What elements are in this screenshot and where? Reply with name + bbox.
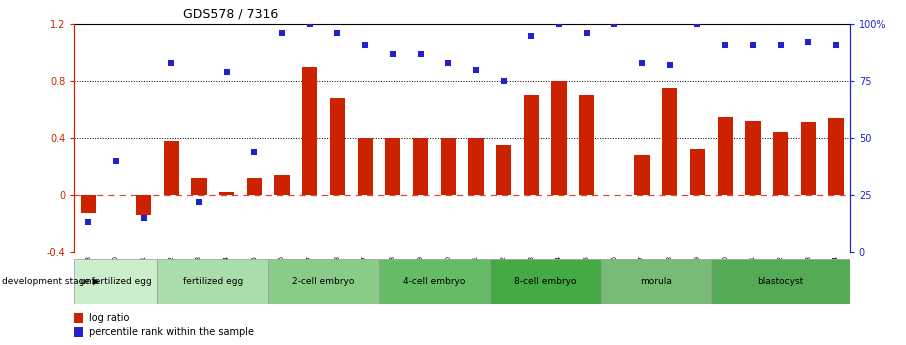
Text: percentile rank within the sample: percentile rank within the sample — [89, 327, 254, 337]
Bar — [74, 313, 83, 323]
Bar — [191, 178, 207, 195]
Point — [330, 30, 344, 36]
Point — [247, 149, 262, 155]
Bar — [164, 141, 178, 195]
Text: log ratio: log ratio — [89, 313, 129, 323]
Point — [303, 21, 317, 27]
Point — [690, 21, 705, 27]
Bar — [275, 175, 290, 195]
Bar — [302, 67, 317, 195]
Point — [829, 42, 843, 47]
Bar — [828, 118, 843, 195]
Bar — [158, 259, 268, 304]
Point — [801, 40, 815, 45]
Text: GDS578 / 7316: GDS578 / 7316 — [183, 8, 278, 21]
Bar — [358, 138, 372, 195]
Point — [662, 62, 677, 68]
Bar — [496, 145, 511, 195]
Bar — [468, 138, 484, 195]
Point — [607, 21, 622, 27]
Point — [774, 42, 788, 47]
Point — [441, 60, 456, 66]
Point — [109, 158, 123, 164]
Point — [635, 60, 650, 66]
Bar — [524, 95, 539, 195]
Bar — [379, 259, 490, 304]
Point — [136, 215, 150, 220]
Bar — [136, 195, 151, 215]
Bar — [689, 149, 705, 195]
Point — [552, 21, 566, 27]
Bar — [711, 259, 850, 304]
Point — [164, 60, 178, 66]
Bar — [662, 88, 678, 195]
Bar — [579, 95, 594, 195]
Point — [358, 42, 372, 47]
Bar — [601, 259, 711, 304]
Point — [386, 51, 400, 57]
Text: unfertilized egg: unfertilized egg — [80, 277, 151, 286]
Bar — [634, 155, 650, 195]
Bar — [773, 132, 788, 195]
Point — [275, 30, 289, 36]
Text: morula: morula — [640, 277, 672, 286]
Bar — [385, 138, 400, 195]
Bar — [268, 259, 379, 304]
Point — [81, 219, 95, 225]
Point — [580, 30, 594, 36]
Bar — [440, 138, 456, 195]
Bar — [219, 192, 235, 195]
Text: fertilized egg: fertilized egg — [183, 277, 243, 286]
Bar — [746, 121, 760, 195]
Text: blastocyst: blastocyst — [757, 277, 804, 286]
Point — [192, 199, 207, 205]
Point — [413, 51, 428, 57]
Bar — [801, 122, 816, 195]
Point — [496, 78, 511, 84]
Bar — [81, 195, 96, 214]
Point — [746, 42, 760, 47]
Text: 8-cell embryo: 8-cell embryo — [514, 277, 576, 286]
Point — [524, 33, 538, 38]
Text: 2-cell embryo: 2-cell embryo — [293, 277, 355, 286]
Bar — [552, 81, 566, 195]
Text: development stage ▶: development stage ▶ — [2, 277, 100, 286]
Point — [468, 67, 483, 72]
Point — [219, 69, 234, 75]
Bar — [330, 98, 345, 195]
Point — [718, 42, 732, 47]
Bar — [490, 259, 601, 304]
Bar — [718, 117, 733, 195]
Bar — [74, 327, 83, 337]
Bar — [413, 138, 429, 195]
Text: 4-cell embryo: 4-cell embryo — [403, 277, 466, 286]
Bar — [246, 178, 262, 195]
Bar — [74, 259, 158, 304]
